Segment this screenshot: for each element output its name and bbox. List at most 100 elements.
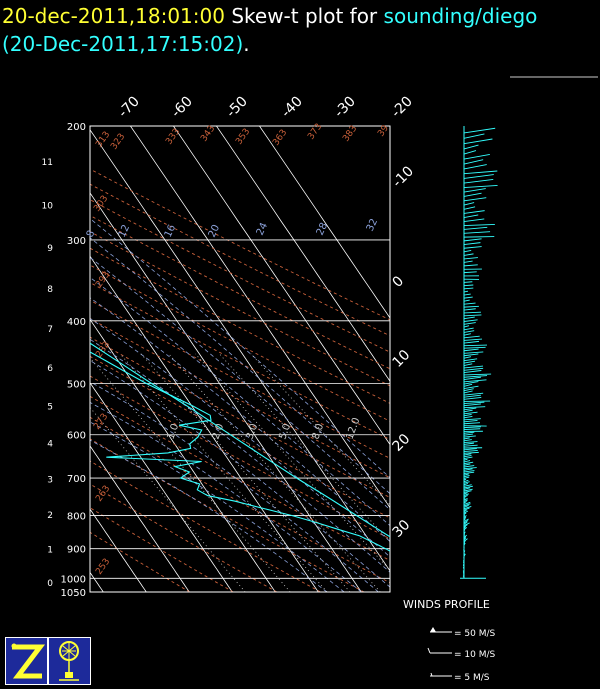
wind-barb [463, 468, 473, 471]
dry-adiabat-label: 363 [271, 128, 289, 148]
title-obs-time: (20-Dec-2011,17:15:02) [2, 32, 244, 56]
wind-barb [463, 406, 486, 409]
logo-balloon-icon [49, 638, 90, 684]
wind-barb [463, 299, 470, 302]
wind-barb [463, 394, 481, 398]
isotherm-line [173, 126, 390, 446]
title-label: Skew-t plot for [231, 4, 378, 28]
isotherm-line [90, 508, 147, 592]
wind-barb [462, 575, 465, 577]
wind-barb [463, 335, 480, 339]
moist-adiabat-label: 28 [315, 221, 330, 237]
wind-barb [463, 397, 482, 400]
wind-barb [463, 290, 469, 293]
mixing-ratio-line [250, 353, 390, 506]
moist-adiabat-line [90, 317, 390, 558]
wind-key-barb [430, 672, 433, 677]
wind-barb [463, 460, 471, 463]
wind-barb [463, 284, 474, 287]
wind-barb [463, 308, 476, 311]
wind-barb [463, 537, 467, 541]
wind-barb [463, 184, 498, 189]
wind-barb [463, 409, 473, 413]
dry-adiabat-line [90, 168, 390, 321]
wind-barb [463, 473, 469, 476]
wind-barb [463, 518, 469, 522]
wind-barb [463, 493, 470, 496]
mixing-ratio-label: 8.0 [310, 422, 326, 441]
pressure-label: 200 [67, 122, 86, 133]
wind-barb [463, 127, 496, 134]
logo-z-icon [6, 638, 47, 684]
isotherm-line [0, 126, 60, 592]
dry-adiabat-label: 283 [94, 340, 112, 360]
height-tick-label: 9 [47, 244, 53, 254]
wind-barb [463, 375, 488, 378]
wind-barb [463, 497, 466, 499]
wind-barb [463, 442, 475, 445]
moist-adiabat-label: 12 [117, 223, 132, 239]
wind-key-barb [427, 647, 431, 654]
wind-barb [463, 197, 487, 202]
wind-barb [463, 411, 478, 415]
wind-barb [463, 467, 477, 470]
isotherm-line [90, 445, 190, 592]
wind-barb [463, 296, 473, 299]
wind-barb [463, 287, 474, 290]
wind-barb [463, 501, 467, 504]
isotherm-line [216, 126, 390, 382]
wind-barb [463, 479, 469, 483]
temperature-side-label: 10 [390, 347, 414, 371]
moist-adiabat-line [90, 401, 362, 592]
height-tick-label: 10 [42, 201, 54, 211]
wind-barb [463, 311, 481, 314]
dry-adiabat-line [90, 199, 390, 353]
wind-barb [463, 159, 484, 165]
wind-barb [463, 433, 473, 436]
wind-barb [463, 388, 474, 392]
wind-barb [463, 534, 466, 537]
mixing-ratio-label: 3.0 [244, 422, 260, 441]
logo [5, 637, 91, 685]
wind-barb [463, 515, 467, 518]
wind-barb [463, 281, 473, 283]
dry-adiabat-line [90, 214, 390, 370]
wind-key-label: = 50 M/S [454, 629, 496, 639]
wind-barb [463, 478, 467, 481]
dry-adiabat-line [90, 460, 321, 592]
wind-barb [463, 381, 479, 385]
wind-barb [463, 475, 470, 478]
wind-barb [463, 471, 475, 475]
height-tick-label: 6 [47, 364, 53, 374]
wind-barb [463, 458, 468, 461]
wind-barb [463, 178, 494, 184]
isotherm-line [90, 192, 362, 592]
wind-barb [463, 501, 471, 505]
wind-barb [463, 495, 468, 498]
dry-adiabat-line [90, 531, 190, 592]
wind-barb [463, 373, 492, 376]
wind-barb [463, 418, 481, 421]
pressure-label: 800 [67, 512, 86, 523]
height-tick-label: 7 [47, 325, 53, 335]
wind-barb [463, 192, 482, 197]
moist-adiabat-label: 24 [255, 221, 270, 237]
wind-barb [463, 488, 473, 492]
wind-barb [463, 293, 471, 296]
wind-barb [463, 238, 482, 242]
moist-adiabat-line [90, 256, 390, 511]
wind-barb [463, 431, 475, 434]
wind-barb [463, 316, 475, 320]
wind-barb [463, 360, 476, 364]
wind-barb [463, 541, 466, 545]
wind-barb [463, 465, 475, 468]
height-tick-label: 2 [47, 511, 53, 521]
isotherm-line [90, 255, 319, 592]
isotherm-line [130, 126, 390, 509]
wind-barb [463, 314, 482, 317]
dry-adiabat-label: 273 [92, 412, 110, 432]
dry-adiabat-label: 343 [199, 124, 217, 144]
mixing-ratio-label: 2.0 [210, 422, 226, 441]
wind-barb [463, 448, 477, 451]
mixing-ratio-label: 1.0 [165, 422, 181, 441]
